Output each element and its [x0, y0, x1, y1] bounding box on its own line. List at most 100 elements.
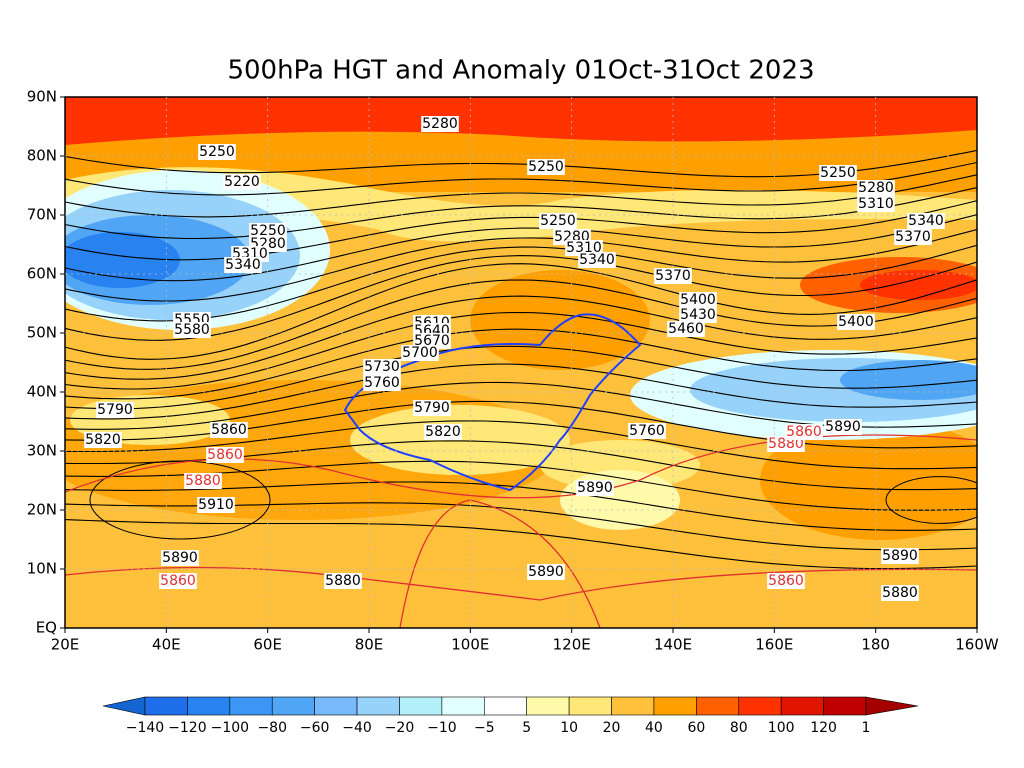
contour-label-bg	[197, 497, 235, 513]
contour-label-bg	[767, 573, 805, 589]
contour-label: 5460	[668, 321, 704, 337]
colorbar-segment	[271, 696, 315, 716]
contour-label-bg	[159, 573, 197, 589]
title: 500hPa HGT and Anomaly 01Oct-31Oct 2023	[227, 56, 814, 86]
contour-label-bg	[785, 424, 823, 440]
contour-label: 5250	[820, 165, 856, 181]
contour-label: 5880	[185, 473, 221, 489]
contour-label: 5340	[225, 257, 261, 273]
colorbar-segment	[653, 696, 697, 716]
colorbar-segment	[568, 696, 612, 716]
lat-label: 30N	[27, 442, 57, 460]
contour-label: 5860	[160, 573, 196, 589]
contour-label: 5280	[422, 116, 458, 132]
contour-label: 5820	[85, 432, 121, 448]
contour-line-red	[65, 566, 977, 601]
colorbar-label: 10	[560, 720, 578, 736]
colorbar-segment	[314, 696, 358, 716]
contour-line	[89, 460, 271, 540]
contour-label-bg	[628, 423, 666, 439]
colorbar-segment	[611, 696, 655, 716]
contour-label: 5790	[97, 402, 133, 418]
colorbar-segment	[526, 696, 570, 716]
contour-label-bg	[857, 196, 895, 212]
contour-label-bg	[224, 257, 262, 273]
lon-label: 20E	[51, 636, 80, 654]
colorbar-label: −80	[257, 720, 287, 736]
lon-label: 160E	[755, 636, 793, 654]
contour-label-bg	[421, 116, 459, 132]
contour-label: 5700	[402, 345, 438, 361]
contour-label: 5820	[425, 424, 461, 440]
contour-label-bg	[206, 447, 244, 463]
contour-line	[65, 255, 977, 341]
contour-label-bg	[654, 268, 692, 284]
colorbar-label: −20	[385, 720, 415, 736]
contour-label-bg	[363, 375, 401, 391]
map-frame	[64, 96, 978, 629]
contour-line	[885, 476, 977, 524]
lon-label: 180	[861, 636, 890, 654]
colorbar-label: −5	[474, 720, 495, 736]
contour-label-bg	[223, 174, 261, 190]
contour-label: 5400	[838, 314, 874, 330]
contour-label-bg	[894, 229, 932, 245]
contour-label: 5730	[364, 359, 400, 375]
contour-label-bg	[578, 252, 616, 268]
contour-label: 5860	[211, 422, 247, 438]
contour-label: 5790	[414, 400, 450, 416]
lon-label: 40E	[152, 636, 181, 654]
contour-label: 5250	[199, 144, 235, 160]
contour-label-bg	[527, 159, 565, 175]
contour-label: 5220	[224, 174, 260, 190]
colorbar-segment	[356, 696, 400, 716]
colorbar-segment	[738, 696, 782, 716]
contour-line	[65, 279, 977, 370]
colorbar-label: −60	[300, 720, 330, 736]
colorbar-high	[865, 696, 919, 716]
contour-label-bg	[413, 400, 451, 416]
contour-line	[65, 244, 977, 322]
contour-label-bg	[667, 321, 705, 337]
contour-label: 5890	[825, 419, 861, 435]
contour-label-bg	[184, 473, 222, 489]
colorbar-label: 120	[810, 720, 837, 736]
colorbar-low	[102, 696, 146, 716]
contour-label-bg	[824, 419, 862, 435]
contour-line	[65, 174, 977, 218]
lat-label: 80N	[27, 147, 57, 165]
contour-label: 5890	[882, 548, 918, 564]
lat-label: 90N	[27, 88, 57, 106]
contour-label: 5890	[528, 564, 564, 580]
colorbar-segment	[823, 696, 867, 716]
colorbar-label: −140	[126, 720, 164, 736]
contour-line	[65, 363, 977, 420]
contour-label: 5860	[768, 573, 804, 589]
lat-label: EQ	[36, 619, 57, 637]
contour-label-bg	[424, 424, 462, 440]
contour-label-bg	[401, 345, 439, 361]
contour-label-bg	[527, 564, 565, 580]
contour-line	[65, 345, 977, 410]
contour-label: 5880	[325, 573, 361, 589]
contour-label: 5280	[858, 180, 894, 196]
colorbar-segment	[187, 696, 231, 716]
lat-label: 50N	[27, 324, 57, 342]
colorbar-label: −120	[168, 720, 206, 736]
contour-line	[65, 328, 977, 400]
contour-label-bg	[679, 292, 717, 308]
contour-label: 5250	[540, 213, 576, 229]
lat-label: 20N	[27, 501, 57, 519]
colorbar-label: −40	[342, 720, 372, 736]
contour-line	[65, 295, 977, 380]
lon-label: 100E	[451, 636, 489, 654]
contour-label-bg	[84, 432, 122, 448]
contour-label: 5760	[364, 375, 400, 391]
colorbar-label: 1	[862, 720, 871, 736]
contour-line	[65, 311, 977, 390]
contour-label: 5860	[786, 424, 822, 440]
colorbar-label: 40	[645, 720, 663, 736]
contour-line	[65, 263, 977, 360]
lon-label: 60E	[253, 636, 282, 654]
